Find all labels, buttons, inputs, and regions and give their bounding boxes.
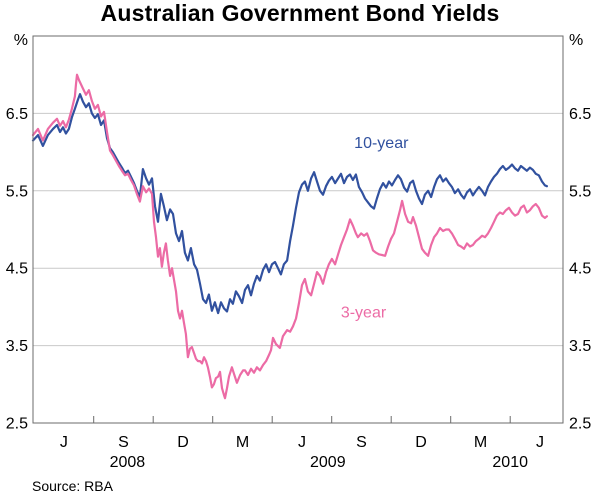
year-label-2008: 2008 [110,454,146,471]
month-label-3: M [236,434,249,451]
month-label-5: S [356,434,367,451]
month-label-1: S [118,434,129,451]
month-label-2: D [177,434,189,451]
source-note: Source: RBA [32,478,113,494]
month-label-7: M [474,434,487,451]
month-label-6: D [415,434,427,451]
y-axis-label-left-5.5: 5.5 [6,183,28,200]
month-label-8: J [536,434,544,451]
chart-title: Australian Government Bond Yields [100,0,500,26]
plot-border [32,35,564,424]
month-label-4: J [298,434,306,451]
series-line-3-year [31,73,549,400]
y-axis-label-right-2.5: 2.5 [569,416,591,433]
y-axis-label-right-4.5: 4.5 [569,261,591,278]
series-label-10-year: 10-year [354,135,409,152]
series-label-3-year: 3-year [341,304,387,321]
percent-symbol-right: % [569,32,583,49]
year-label-2010: 2010 [492,454,528,471]
series-line-10-year [31,92,549,315]
y-axis-label-right-6.5: 6.5 [569,106,591,123]
y-axis-label-right-3.5: 3.5 [569,338,591,355]
y-axis-label-left-4.5: 4.5 [6,261,28,278]
y-axis-label-left-6.5: 6.5 [6,106,28,123]
y-axis-label-right-5.5: 5.5 [569,183,591,200]
month-label-0: J [60,434,68,451]
percent-symbol-left: % [14,32,28,49]
y-axis-label-left-2.5: 2.5 [6,416,28,433]
year-label-2009: 2009 [310,454,346,471]
y-axis-label-left-3.5: 3.5 [6,338,28,355]
